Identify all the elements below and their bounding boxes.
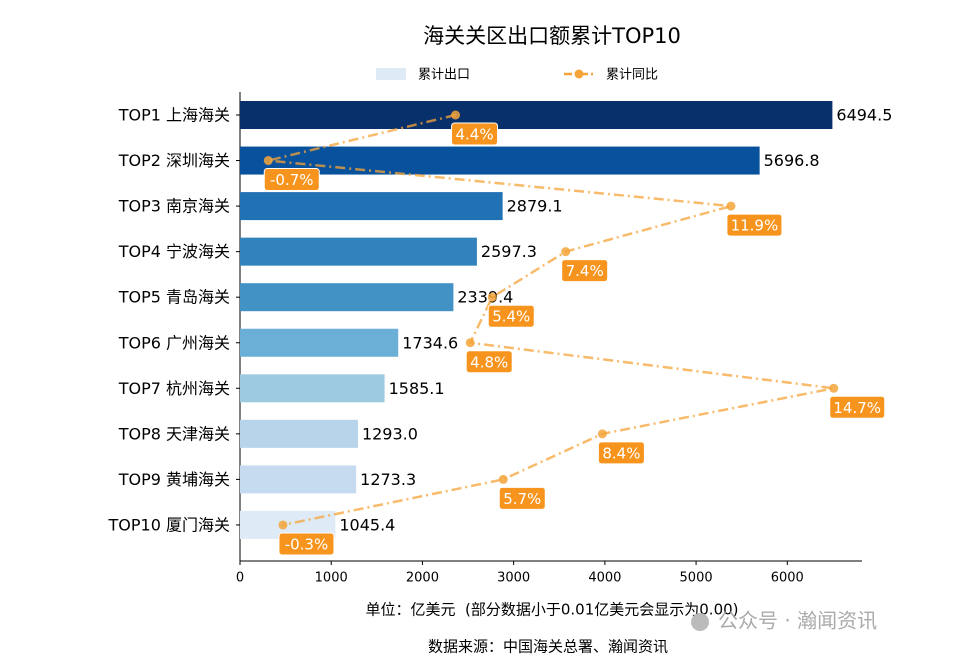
y-tick-label: TOP8 天津海关 [118,424,230,443]
bar-value-label: 1734.6 [402,333,458,352]
line-marker [278,520,288,530]
line-marker [451,110,461,120]
value-label-box [498,486,546,510]
watermark: 公众号 · 瀚闻资讯 [691,609,877,633]
x-tick-label: 4000 [588,571,621,586]
legend: 累计出口 累计同比 [376,68,658,83]
plot: 0 1000 2000 3000 4000 5000 6000 TOP1 上海海关 TOP2 深… [108,68,893,586]
value-label-box [487,304,535,328]
y-tick-label: TOP4 宁波海关 [118,242,230,261]
line-marker [498,474,508,484]
watermark-text: 公众号 · 瀚闻资讯 [718,609,877,633]
bar-value-label: 1045.4 [339,515,395,534]
bar [240,101,833,129]
legend-label: 累计出口 [418,68,470,83]
y-tick-label: TOP6 广州海关 [118,333,230,352]
value-label-box [465,350,513,374]
y-tick-label: TOP3 南京海关 [118,197,230,216]
x-axis-label: 单位：亿美元 (部分数据小于0.01亿美元会显示为0.00) [365,601,738,619]
line-marker [465,338,475,348]
bar-value-label: 5696.8 [764,151,820,170]
bar [240,192,503,221]
source-note: 数据来源：中国海关总署、瀚闻资讯 [428,638,668,656]
bar [240,146,760,175]
line-marker [726,201,736,211]
line-marker [263,156,273,166]
y-tick-label: TOP5 青岛海关 [118,288,230,307]
bar [240,283,454,312]
value-label-box [829,395,886,419]
value-label-box [561,259,609,283]
line-value-label: 4.4% [455,126,493,144]
watermark-icon [691,613,709,631]
y-tick-label: TOP2 深圳海关 [118,151,230,170]
line-marker [597,429,607,439]
x-tick-label: 0 [236,571,244,586]
x-tick-label: 1000 [315,571,348,586]
y-tick-label: TOP1 上海海关 [118,106,230,125]
line-value-label: 11.9% [731,217,779,235]
bar [240,419,358,448]
y-tick-label: TOP10 厦门海关 [108,515,230,534]
value-label-box [263,168,320,192]
value-label-box [726,213,783,237]
y-tick-label: TOP7 杭州海关 [118,379,230,398]
line-marker [561,247,571,257]
bar-value-label: 6494.5 [836,106,892,125]
line-value-label: 7.4% [566,262,604,280]
value-label-box [278,532,335,556]
x-tick-label: 5000 [680,571,713,586]
bar-value-label: 1585.1 [389,379,445,398]
x-tick-label: 6000 [771,571,804,586]
line-marker [487,292,497,302]
chart-title: 海关关区出口额累计TOP10 [423,24,681,48]
line [267,113,834,527]
line-value-label: 8.4% [602,444,640,462]
bar-value-label: 2597.3 [481,242,537,261]
line-marker [829,383,839,393]
bar-value-label: 1273.3 [360,470,416,489]
y-tick-label: TOP9 黄埔海关 [118,470,230,489]
legend-label: 累计同比 [606,68,658,83]
value-label-box [451,122,499,146]
legend-marker [574,69,584,79]
line-value-label: -0.7% [270,171,314,189]
line-value-label: -0.3% [285,535,329,553]
line-value-label: 5.4% [492,308,530,326]
line-value-label: 4.8% [470,353,508,371]
x-tick-label: 3000 [497,571,530,586]
line-value-label: 5.7% [503,490,541,508]
line-value-label: 14.7% [833,399,881,417]
bar [240,328,399,357]
bar [240,374,385,403]
bar [240,465,357,494]
bar-value-label: 1293.0 [362,424,418,443]
value-label-box [597,441,645,465]
legend-swatch [376,68,406,80]
bar-value-label: 2879.1 [507,197,563,216]
bar [240,237,477,266]
x-tick-label: 2000 [406,571,439,586]
